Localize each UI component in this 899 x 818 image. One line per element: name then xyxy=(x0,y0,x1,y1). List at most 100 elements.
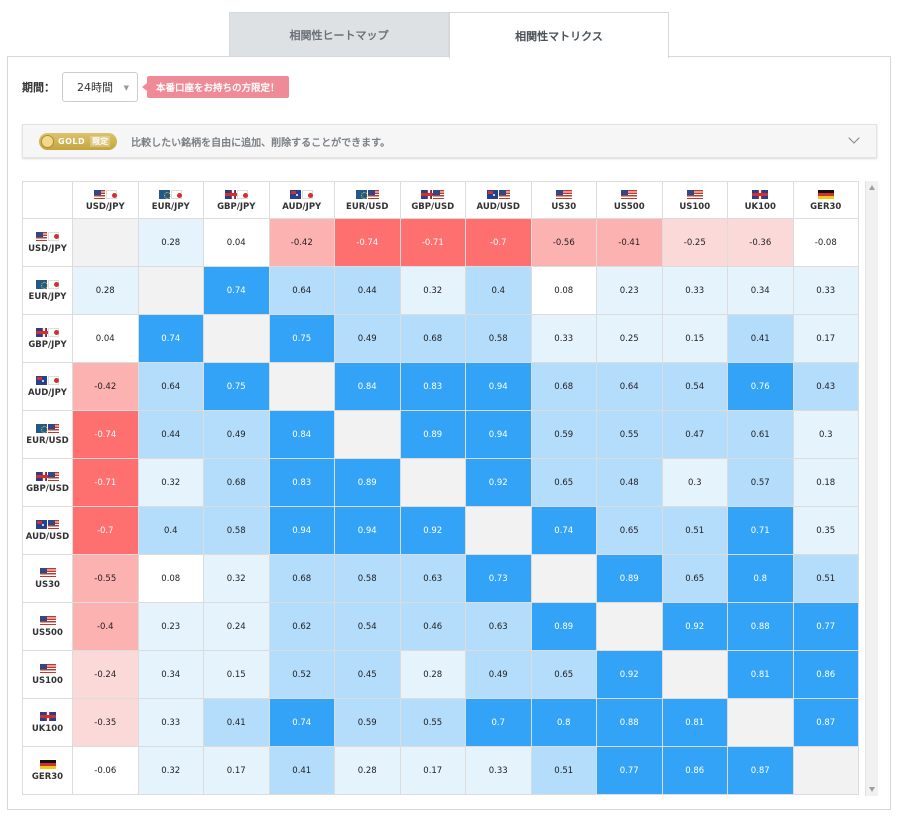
table-row: USD/JPY 0.28 0.04 -0.42 -0.74 -0.71 -0.7 -0.56-… xyxy=(22,218,859,267)
matrix-cell: 0.51 xyxy=(530,746,597,795)
flag-us-icon xyxy=(621,190,638,199)
row-header-label: US500 xyxy=(32,627,63,638)
matrix-cell: 0.34 xyxy=(137,650,204,699)
matrix-cell: 0.4 xyxy=(465,266,532,315)
row-header: US500 xyxy=(22,602,73,651)
matrix-cell: 0.63 xyxy=(465,602,532,651)
matrix-cell: 0.89 xyxy=(399,410,466,459)
flag-jp-icon xyxy=(236,190,248,199)
matrix-cell: 0.58 xyxy=(203,506,270,555)
matrix-cell: 0.49 xyxy=(465,650,532,699)
chevron-down-icon[interactable] xyxy=(848,132,860,144)
flag-gb-icon xyxy=(224,190,241,199)
table-row: EUR/JPY 0.28 0.74 0.64 0.44 0.32 0.4 0.08 0.23 0.… xyxy=(22,266,859,315)
matrix-cell: -0.24 xyxy=(72,650,139,699)
matrix-cell: 0.28 xyxy=(334,746,401,795)
flag-gb-icon xyxy=(421,190,438,199)
matrix-cell: 0.8 xyxy=(727,554,794,603)
flag-au-icon xyxy=(36,375,47,385)
flag-jp-icon xyxy=(48,231,59,241)
matrix-cell xyxy=(399,458,466,507)
matrix-cell: 0.84 xyxy=(334,362,401,411)
chevron-down-icon: ▼ xyxy=(123,84,129,92)
matrix-cell: 0.62 xyxy=(268,602,335,651)
row-header-label: EUR/JPY xyxy=(28,291,67,302)
matrix-cell: 0.34 xyxy=(727,266,794,315)
flag-eu-icon xyxy=(36,423,48,433)
matrix-cell: 0.74 xyxy=(137,314,204,363)
column-header: UK100 xyxy=(727,181,794,219)
promo-badge: 本番口座をお持ちの方限定！ xyxy=(142,76,289,98)
column-header-label: AUD/USD xyxy=(476,202,520,212)
flag-au-icon xyxy=(36,519,47,529)
matrix-cell: 0.44 xyxy=(334,266,401,315)
matrix-cell: -0.25 xyxy=(661,218,728,267)
flag-gb-icon xyxy=(36,471,52,481)
matrix-cell: 0.08 xyxy=(137,554,204,603)
flag-pair xyxy=(23,279,72,289)
matrix-cell: 0.3 xyxy=(661,458,728,507)
matrix-cell xyxy=(334,410,401,459)
gold-badge-sub: 限定 xyxy=(90,135,111,147)
matrix-cell: 0.89 xyxy=(334,458,401,507)
matrix-cell: -0.7 xyxy=(465,218,532,267)
matrix-cell: 0.92 xyxy=(465,458,532,507)
matrix-cell: -0.35 xyxy=(72,698,139,747)
matrix-cell: 0.74 xyxy=(530,506,597,555)
column-header-label: US30 xyxy=(551,202,577,212)
matrix-cell: 0.87 xyxy=(792,698,859,747)
matrix-cell: 0.94 xyxy=(465,362,532,411)
flag-us-icon xyxy=(498,190,510,199)
period-select[interactable]: 24時間 ▼ xyxy=(62,72,138,102)
matrix-corner xyxy=(22,181,73,219)
flag-au-icon xyxy=(486,190,498,199)
matrix-cell: 0.64 xyxy=(137,362,204,411)
matrix-cell xyxy=(727,698,794,747)
matrix-cell: 0.54 xyxy=(661,362,728,411)
flag-us-icon xyxy=(433,190,445,199)
flag-jp-icon xyxy=(105,190,117,199)
matrix-cell: 0.41 xyxy=(727,314,794,363)
flag-pair xyxy=(466,190,531,199)
matrix-cell: 0.89 xyxy=(530,602,597,651)
matrix-cell: 0.59 xyxy=(530,410,597,459)
matrix-cell: 0.81 xyxy=(727,650,794,699)
matrix-cell: 0.88 xyxy=(596,698,663,747)
matrix-cell: 0.61 xyxy=(727,410,794,459)
matrix-cell: 0.88 xyxy=(727,602,794,651)
scroll-down-arrow-icon[interactable] xyxy=(869,787,875,792)
matrix-cell xyxy=(530,554,597,603)
matrix-cell: 0.75 xyxy=(268,314,335,363)
table-row: AUD/USD -0.7 0.4 0.58 0.94 0.94 0.92 0.74 0.65 0.… xyxy=(22,506,859,555)
flag-us-icon xyxy=(39,567,56,577)
flag-us-icon xyxy=(555,190,572,199)
matrix-cell: 0.83 xyxy=(399,362,466,411)
matrix-cell: 0.77 xyxy=(792,602,859,651)
flag-jp-icon xyxy=(48,279,59,289)
gold-badge-text: GOLD xyxy=(58,136,86,146)
matrix-cell: 0.08 xyxy=(530,266,597,315)
matrix-cell: 0.32 xyxy=(137,746,204,795)
flag-us-icon xyxy=(48,471,59,481)
flag-us-icon xyxy=(39,615,56,625)
row-header-label: USD/JPY xyxy=(28,243,67,254)
row-header-label: GBP/USD xyxy=(26,483,69,494)
tab-correlation-matrix[interactable]: 相関性マトリクス xyxy=(449,12,669,58)
row-header-label: AUD/JPY xyxy=(28,387,67,398)
column-header-label: GER30 xyxy=(810,202,842,212)
scroll-up-arrow-icon[interactable] xyxy=(869,185,875,190)
table-row: GBP/USD -0.71 0.32 0.68 0.83 0.89 0.92 0.65 0.48… xyxy=(22,458,859,507)
row-header: EUR/JPY xyxy=(22,266,73,315)
vertical-scrollbar[interactable] xyxy=(865,181,878,796)
matrix-cell xyxy=(596,602,663,651)
tab-correlation-heatmap[interactable]: 相関性ヒートマップ xyxy=(229,12,449,57)
matrix-cell: 0.89 xyxy=(596,554,663,603)
matrix-cell: -0.74 xyxy=(72,410,139,459)
flag-pair xyxy=(139,190,204,199)
column-header-label: GBP/USD xyxy=(411,202,455,212)
period-row: 期間： 24時間 ▼ 本番口座をお持ちの方限定！ xyxy=(22,72,289,102)
flag-jp-icon xyxy=(171,190,183,199)
table-row: EUR/USD -0.74 0.44 0.49 0.84 0.89 0.94 0.59 0.55… xyxy=(22,410,859,459)
gold-feature-bar[interactable]: GOLD 限定 比較したい銘柄を自由に追加、削除することができます。 xyxy=(22,124,877,158)
matrix-cell: 0.23 xyxy=(596,266,663,315)
